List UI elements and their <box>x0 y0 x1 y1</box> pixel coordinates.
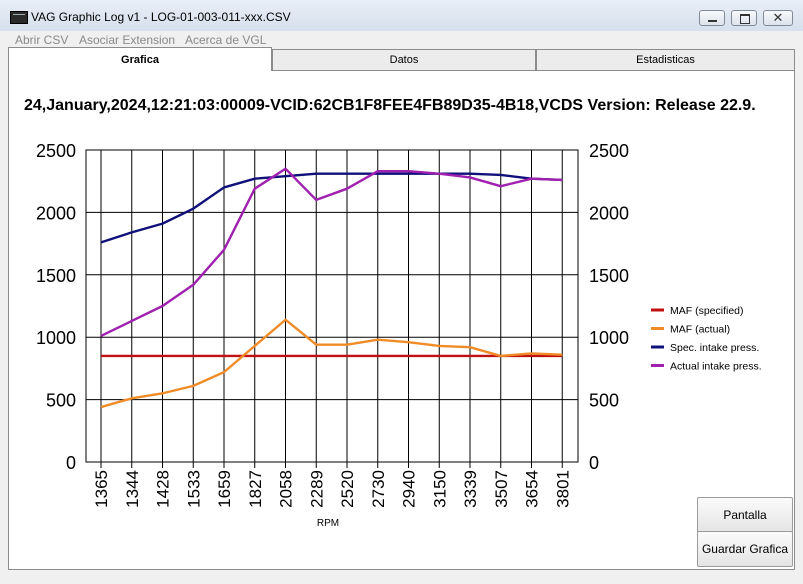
x-tick-label: 3150 <box>430 470 449 508</box>
x-tick-label: 3339 <box>461 470 480 508</box>
y-tick-label-left: 0 <box>66 453 76 473</box>
close-button[interactable]: ✕ <box>763 10 793 26</box>
x-tick-label: 1365 <box>92 470 111 508</box>
minimize-icon <box>700 11 724 25</box>
fullscreen-button[interactable]: Pantalla Completa <box>697 497 793 556</box>
tab-datos[interactable]: Datos <box>272 49 536 70</box>
x-tick-label: 3801 <box>553 470 572 508</box>
x-tick-label: 2730 <box>369 470 388 508</box>
save-graph-button[interactable]: Guardar Grafica <box>697 531 793 567</box>
app-icon <box>10 11 28 24</box>
tab-grafica[interactable]: Grafica <box>8 47 272 71</box>
title-bar: VAG Graphic Log v1 - LOG-01-003-011-xxx.… <box>0 0 803 34</box>
x-tick-label: 3507 <box>492 470 511 508</box>
x-tick-label: 2289 <box>307 470 326 508</box>
legend-label: MAF (specified) <box>670 305 744 317</box>
x-tick-label: 1533 <box>184 470 203 508</box>
tab-estadisticas[interactable]: Estadisticas <box>536 49 795 70</box>
y-tick-label-right: 2500 <box>589 141 629 161</box>
y-tick-label-right: 2000 <box>589 203 629 223</box>
legend-label: Spec. intake press. <box>670 342 759 354</box>
x-tick-label: 2520 <box>338 470 357 508</box>
x-tick-label: 1428 <box>154 470 173 508</box>
x-tick-label: 2058 <box>277 470 296 508</box>
x-tick-label: 1827 <box>246 470 265 508</box>
x-axis-label: RPM <box>317 518 339 529</box>
y-tick-label-right: 1000 <box>589 328 629 348</box>
window-title: VAG Graphic Log v1 - LOG-01-003-011-xxx.… <box>31 10 291 24</box>
menu-acerca-de[interactable]: Acerca de VGL <box>185 33 267 47</box>
maximize-button[interactable] <box>731 10 757 26</box>
legend-label: Actual intake press. <box>670 361 762 373</box>
menu-bar: Abrir CSV Asociar Extension Acerca de VG… <box>0 31 803 49</box>
x-tick-label: 3654 <box>523 470 542 508</box>
menu-asociar-extension[interactable]: Asociar Extension <box>79 33 176 47</box>
minimize-button[interactable] <box>699 10 725 26</box>
y-tick-label-left: 2500 <box>36 141 76 161</box>
series-line <box>100 318 563 409</box>
log-header: 24,January,2024,12:21:03:00009-VCID:62CB… <box>24 97 756 114</box>
y-tick-label-right: 1500 <box>589 266 629 286</box>
y-tick-label-left: 1000 <box>36 328 76 348</box>
menu-abrir-csv[interactable]: Abrir CSV <box>15 33 69 47</box>
x-tick-label: 2940 <box>400 470 419 508</box>
y-tick-label-left: 500 <box>46 391 76 411</box>
y-tick-label-right: 500 <box>589 391 619 411</box>
series-line <box>100 167 563 338</box>
y-tick-label-left: 2000 <box>36 203 76 223</box>
x-tick-label: 1659 <box>215 470 234 508</box>
legend-label: MAF (actual) <box>670 324 730 336</box>
series-line <box>100 172 563 244</box>
y-tick-label-right: 0 <box>589 453 599 473</box>
maximize-icon <box>732 11 756 25</box>
close-icon: ✕ <box>772 10 784 25</box>
x-tick-label: 1344 <box>123 470 142 508</box>
tab-strip: Grafica Datos Estadisticas <box>8 47 795 71</box>
y-tick-label-left: 1500 <box>36 266 76 286</box>
